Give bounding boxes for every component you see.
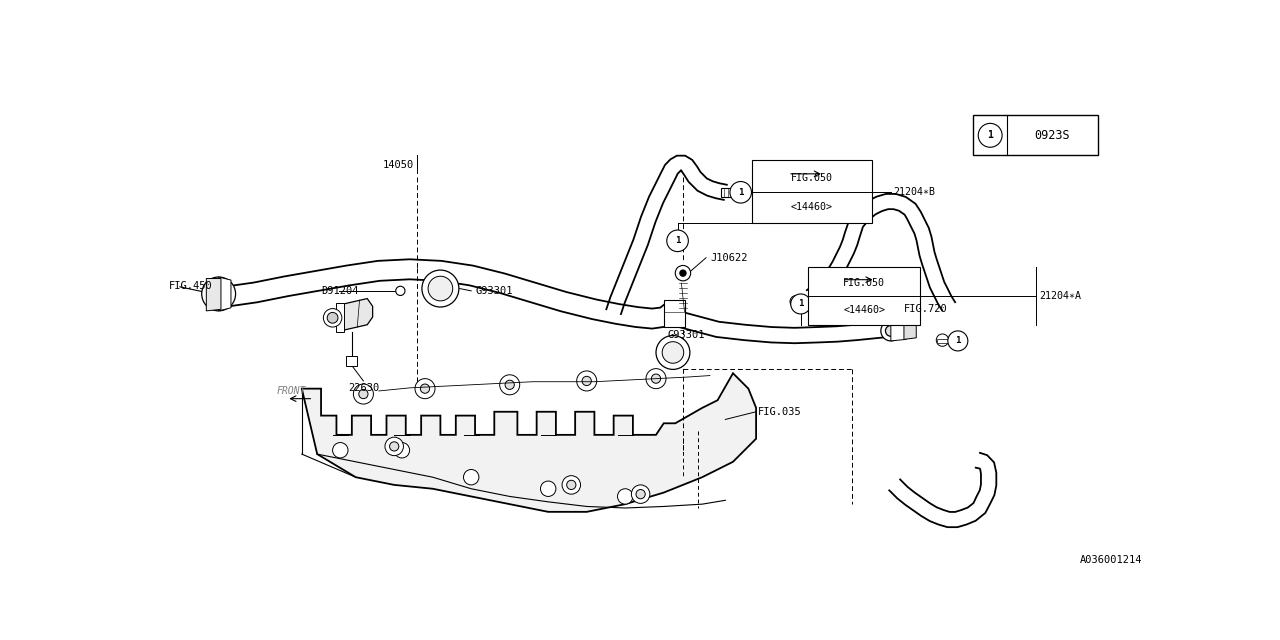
Circle shape bbox=[636, 490, 645, 499]
Circle shape bbox=[207, 283, 229, 305]
Bar bbox=[973, 115, 1098, 156]
Text: 1: 1 bbox=[739, 188, 744, 196]
Text: FRONT: FRONT bbox=[276, 387, 306, 396]
Polygon shape bbox=[937, 339, 948, 343]
Circle shape bbox=[422, 270, 460, 307]
Text: 1: 1 bbox=[797, 300, 804, 308]
Circle shape bbox=[791, 294, 810, 314]
Polygon shape bbox=[337, 303, 344, 332]
Text: A036001214: A036001214 bbox=[1080, 555, 1143, 565]
Circle shape bbox=[676, 266, 691, 281]
Circle shape bbox=[540, 481, 556, 497]
Text: FIG.050: FIG.050 bbox=[844, 278, 886, 288]
Text: 0923S: 0923S bbox=[1034, 129, 1070, 142]
Circle shape bbox=[667, 230, 689, 252]
Polygon shape bbox=[806, 194, 955, 310]
Circle shape bbox=[666, 307, 677, 317]
Circle shape bbox=[389, 442, 399, 451]
Text: 1: 1 bbox=[955, 337, 960, 346]
Polygon shape bbox=[722, 188, 731, 197]
Polygon shape bbox=[664, 300, 685, 327]
Circle shape bbox=[881, 321, 901, 341]
Polygon shape bbox=[891, 321, 906, 341]
Polygon shape bbox=[904, 323, 916, 339]
Text: D91204: D91204 bbox=[321, 286, 358, 296]
Circle shape bbox=[657, 335, 690, 369]
Text: G93301: G93301 bbox=[668, 330, 705, 340]
Circle shape bbox=[631, 485, 650, 504]
Circle shape bbox=[790, 296, 803, 308]
Text: G93301: G93301 bbox=[475, 286, 512, 296]
Circle shape bbox=[420, 384, 430, 393]
Polygon shape bbox=[607, 156, 727, 314]
Circle shape bbox=[680, 270, 686, 276]
Text: <14460>: <14460> bbox=[844, 305, 886, 316]
Bar bbox=[753, 160, 872, 223]
Circle shape bbox=[662, 342, 684, 364]
Circle shape bbox=[567, 480, 576, 490]
Text: FIG.720: FIG.720 bbox=[904, 305, 947, 314]
Circle shape bbox=[646, 369, 666, 388]
Circle shape bbox=[463, 470, 479, 485]
Polygon shape bbox=[228, 259, 677, 328]
Polygon shape bbox=[219, 277, 230, 311]
Text: FIG.450: FIG.450 bbox=[169, 281, 212, 291]
Circle shape bbox=[428, 276, 453, 301]
Text: 1: 1 bbox=[675, 236, 680, 245]
Text: <14460>: <14460> bbox=[791, 202, 833, 212]
Circle shape bbox=[577, 371, 596, 391]
Circle shape bbox=[202, 277, 236, 311]
Text: 14050: 14050 bbox=[383, 161, 413, 170]
Circle shape bbox=[499, 375, 520, 395]
Circle shape bbox=[582, 376, 591, 385]
Circle shape bbox=[506, 380, 515, 389]
Circle shape bbox=[328, 312, 338, 323]
Polygon shape bbox=[790, 298, 803, 303]
Polygon shape bbox=[669, 310, 888, 343]
Circle shape bbox=[396, 286, 404, 296]
Circle shape bbox=[730, 182, 751, 203]
Bar bbox=[809, 267, 920, 324]
Text: FIG.050: FIG.050 bbox=[791, 173, 833, 182]
Polygon shape bbox=[890, 453, 996, 527]
Circle shape bbox=[617, 489, 632, 504]
Circle shape bbox=[324, 308, 342, 327]
Polygon shape bbox=[206, 278, 221, 311]
Text: 1: 1 bbox=[987, 131, 993, 140]
Circle shape bbox=[358, 389, 369, 399]
Circle shape bbox=[978, 124, 1002, 147]
Text: 21204∗A: 21204∗A bbox=[1039, 291, 1082, 301]
Circle shape bbox=[886, 326, 896, 336]
Circle shape bbox=[947, 331, 968, 351]
Circle shape bbox=[385, 437, 403, 456]
Polygon shape bbox=[302, 373, 756, 512]
Text: 21204∗B: 21204∗B bbox=[893, 186, 936, 196]
Circle shape bbox=[394, 442, 410, 458]
Text: J10622: J10622 bbox=[710, 253, 748, 263]
Circle shape bbox=[936, 334, 948, 346]
Text: 22630: 22630 bbox=[348, 383, 379, 393]
Circle shape bbox=[415, 379, 435, 399]
Circle shape bbox=[333, 442, 348, 458]
Polygon shape bbox=[347, 356, 357, 365]
Polygon shape bbox=[340, 298, 372, 331]
Circle shape bbox=[353, 384, 374, 404]
Circle shape bbox=[562, 476, 581, 494]
Circle shape bbox=[652, 374, 660, 383]
Text: FIG.035: FIG.035 bbox=[758, 407, 801, 417]
